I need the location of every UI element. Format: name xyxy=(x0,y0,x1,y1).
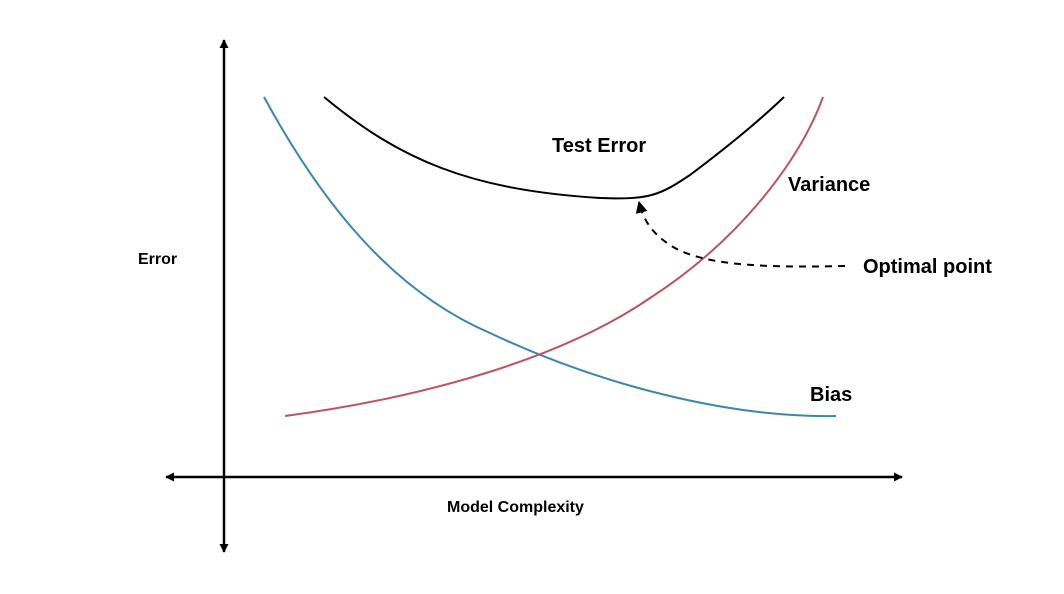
variance-label: Variance xyxy=(788,174,870,196)
bias-curve xyxy=(263,96,837,418)
test-error-curve xyxy=(323,96,785,200)
test-error-label: Test Error xyxy=(552,135,646,157)
x-axis-label: Model Complexity xyxy=(447,499,584,516)
optimal-point-label: Optimal point xyxy=(863,256,992,278)
y-axis-label: Error xyxy=(138,251,177,268)
variance-curve xyxy=(284,96,824,417)
optimal-point-arrow xyxy=(635,200,846,268)
bias-label: Bias xyxy=(810,384,852,406)
